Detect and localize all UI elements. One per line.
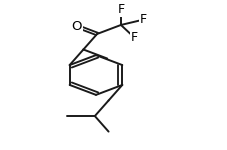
Text: F: F [117,3,124,16]
Text: F: F [139,13,146,26]
Text: O: O [71,20,82,33]
Text: F: F [130,31,137,44]
